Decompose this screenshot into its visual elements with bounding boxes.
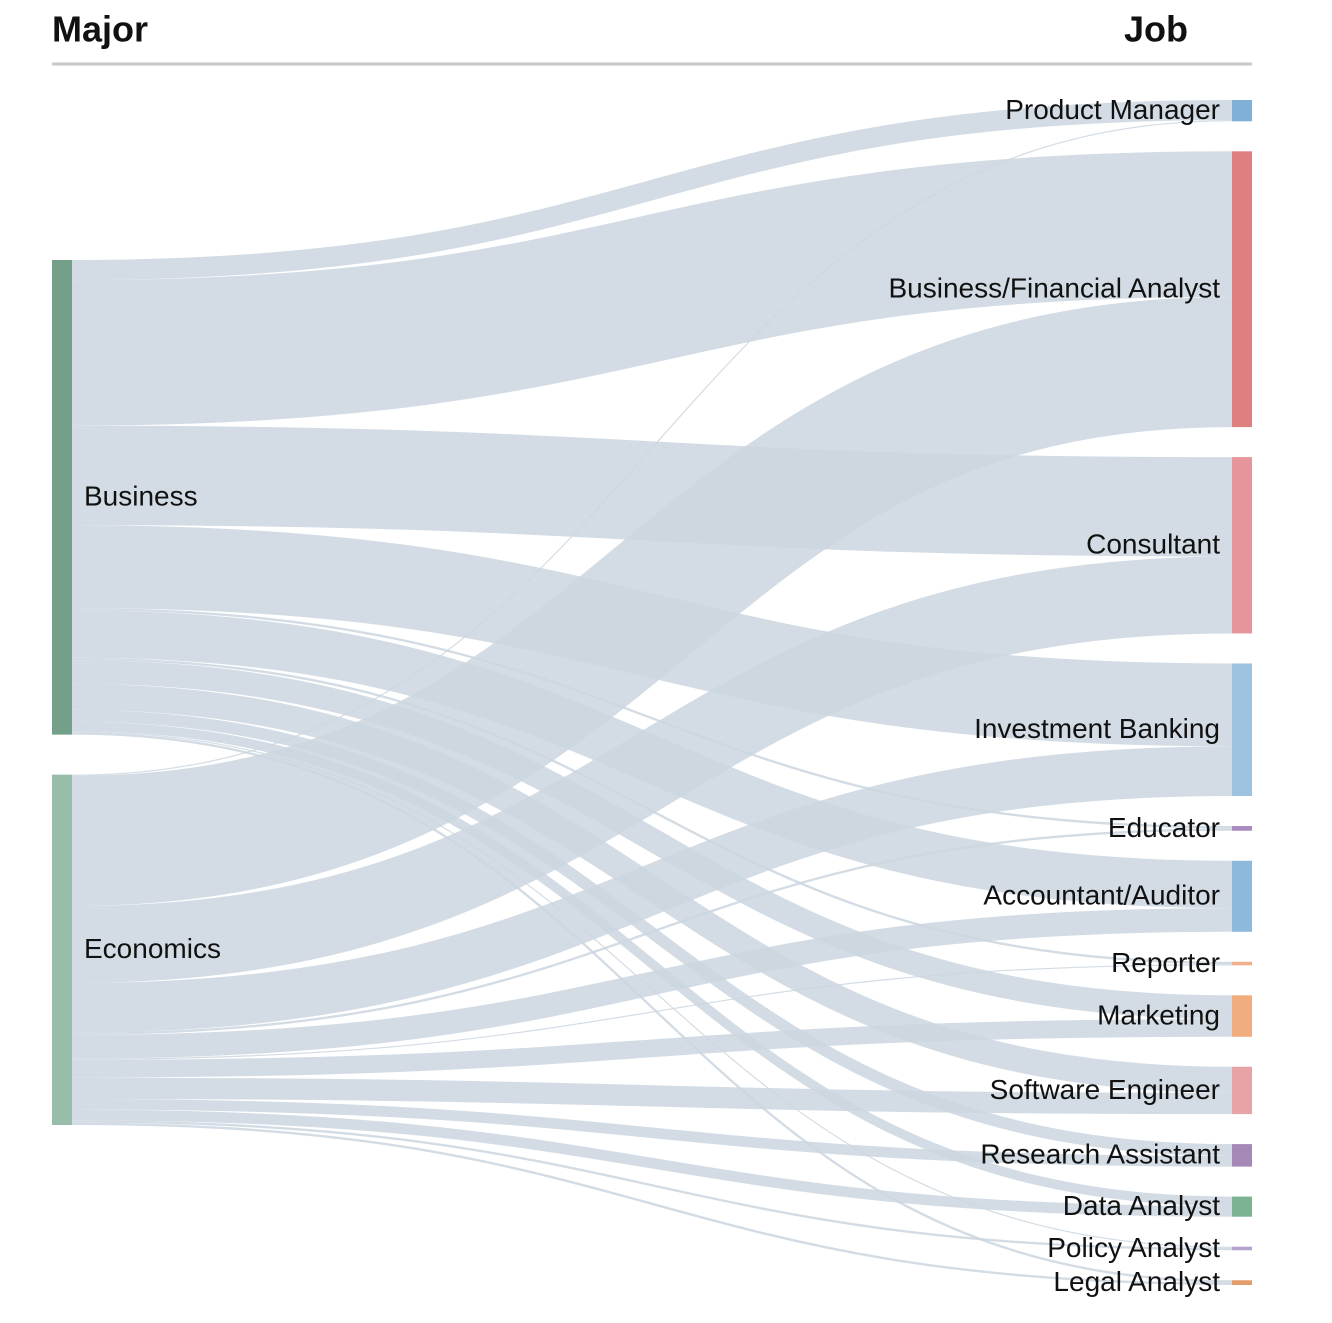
node-label: Investment Banking xyxy=(974,713,1220,744)
node xyxy=(1232,1246,1252,1251)
node-label: Business xyxy=(84,481,198,512)
node-label: Data Analyst xyxy=(1063,1190,1220,1221)
node xyxy=(1232,995,1252,1037)
node xyxy=(1232,961,1252,966)
node-label: Marketing xyxy=(1097,999,1220,1030)
link xyxy=(71,1109,1233,1217)
link xyxy=(71,1098,1233,1167)
node xyxy=(1232,826,1252,831)
link xyxy=(71,100,1233,281)
node-label: Economics xyxy=(84,933,221,964)
links xyxy=(71,100,1233,1286)
link xyxy=(71,746,1233,1033)
source-header: Major xyxy=(52,9,148,50)
target-header: Job xyxy=(1124,9,1188,50)
node xyxy=(1232,860,1252,932)
link xyxy=(71,828,1233,1036)
link xyxy=(71,964,1233,1060)
link xyxy=(71,1122,1233,1286)
nodes: Business Economics Product Manager Business… xyxy=(52,94,1252,1297)
node xyxy=(52,260,72,735)
link xyxy=(71,151,1233,426)
node-label: Business/Financial Analyst xyxy=(888,273,1220,304)
node-label: Legal Analyst xyxy=(1053,1266,1220,1297)
link xyxy=(71,1019,1233,1078)
link xyxy=(71,908,1233,1059)
node-label: Educator xyxy=(1108,812,1220,843)
node-label: Accountant/Auditor xyxy=(983,880,1220,911)
node-label: Product Manager xyxy=(1005,94,1220,125)
link xyxy=(71,556,1233,983)
link xyxy=(71,425,1233,557)
node-label: Policy Analyst xyxy=(1047,1232,1220,1263)
node-label: Research Assistant xyxy=(980,1139,1220,1170)
link xyxy=(71,1120,1233,1251)
node xyxy=(1232,457,1252,634)
node-label: Reporter xyxy=(1111,947,1220,978)
node xyxy=(1232,151,1252,428)
node xyxy=(1232,1196,1252,1217)
node xyxy=(1232,100,1252,122)
node xyxy=(1232,1280,1252,1285)
node xyxy=(1232,1144,1252,1167)
node xyxy=(1232,1066,1252,1115)
node-label: Software Engineer xyxy=(990,1074,1220,1105)
link xyxy=(71,660,1233,1020)
link xyxy=(71,296,1233,907)
link xyxy=(71,1077,1233,1115)
node-label: Consultant xyxy=(1086,529,1220,560)
node xyxy=(52,774,72,1125)
link xyxy=(71,607,1233,829)
node xyxy=(1232,663,1252,797)
link xyxy=(71,120,1233,776)
